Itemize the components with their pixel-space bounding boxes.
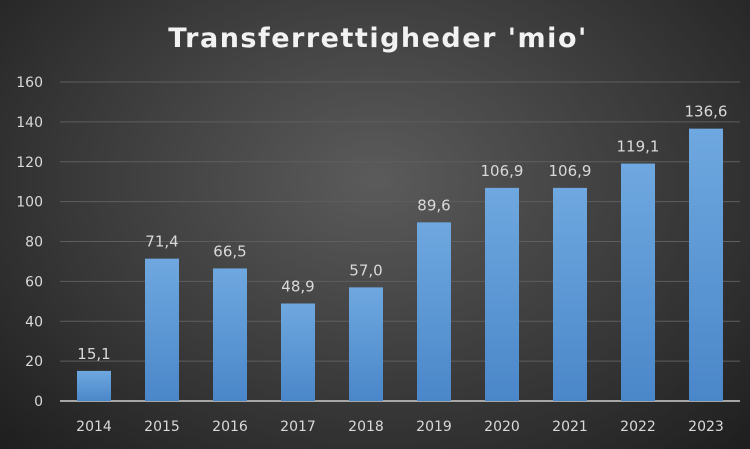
x-tick-label: 2021: [552, 419, 588, 435]
x-tick-label: 2014: [76, 419, 112, 435]
bar-2019: [417, 222, 451, 401]
data-label: 66,5: [213, 242, 246, 260]
y-tick-label: 0: [34, 394, 43, 410]
x-tick-label: 2019: [416, 419, 452, 435]
bar-2020: [485, 187, 519, 401]
data-label: 71,4: [145, 233, 178, 251]
x-tick-label: 2020: [484, 419, 520, 435]
bar-2021: [553, 187, 587, 401]
data-label: 136,6: [685, 103, 728, 121]
x-tick-label: 2017: [280, 419, 316, 435]
chart-title: Transferrettigheder 'mio': [168, 23, 588, 54]
data-label: 48,9: [281, 278, 314, 296]
x-tick-label: 2015: [144, 419, 180, 435]
data-label: 119,1: [617, 138, 660, 156]
y-tick-label: 160: [16, 75, 43, 91]
bar-2015: [145, 258, 179, 401]
y-tick-label: 60: [25, 274, 43, 290]
y-tick-label: 100: [16, 195, 43, 211]
data-label: 15,1: [77, 345, 110, 363]
x-tick-label: 2018: [348, 419, 384, 435]
data-label: 106,9: [481, 162, 524, 180]
bar-2023: [689, 128, 723, 401]
data-label: 106,9: [549, 162, 592, 180]
bar-2014: [77, 370, 111, 401]
bar-2016: [213, 268, 247, 401]
data-label: 89,6: [417, 196, 450, 214]
bar-2018: [349, 287, 383, 401]
data-label: 57,0: [349, 261, 382, 279]
x-tick-label: 2023: [688, 419, 724, 435]
x-tick-label: 2022: [620, 419, 656, 435]
y-tick-label: 80: [25, 235, 43, 251]
y-tick-label: 140: [16, 115, 43, 131]
bar-2017: [281, 303, 315, 401]
x-tick-label: 2016: [212, 419, 248, 435]
y-tick-label: 20: [25, 354, 43, 370]
bar-2022: [621, 163, 655, 401]
y-tick-label: 40: [25, 314, 43, 330]
y-tick-label: 120: [16, 155, 43, 171]
